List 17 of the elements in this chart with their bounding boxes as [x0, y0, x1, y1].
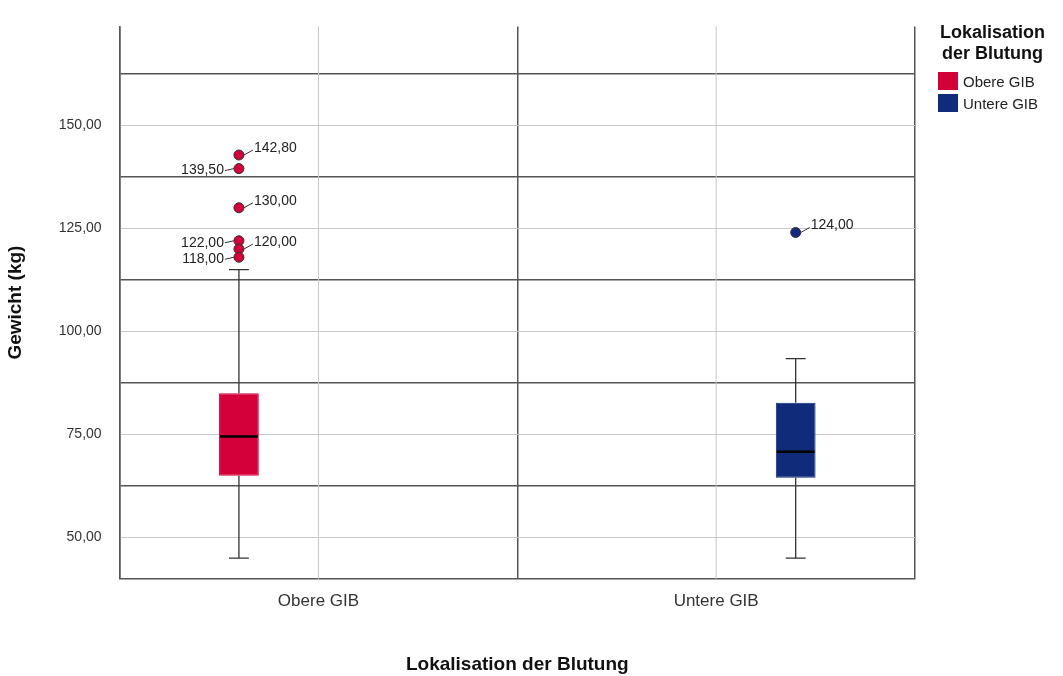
legend-label: Obere GIB [963, 72, 1035, 90]
annotation: 142,80 [253, 138, 297, 155]
annotation: 124,00 [810, 216, 854, 233]
y-tick-label: 75,00 [66, 425, 102, 442]
y-tick-label: 50,00 [66, 528, 102, 545]
legend-title: Lokalisation der Blutung [939, 22, 1046, 64]
annotation: 118,00 [182, 250, 225, 267]
annotation: 122,00 [181, 233, 225, 250]
annotation: 120,00 [253, 232, 297, 249]
annotation: 139,50 [181, 161, 225, 178]
y-axis-title: Gewicht (kg) [3, 245, 25, 360]
y-tick-label: 125,00 [58, 219, 102, 236]
legend-label: Untere GIB [963, 94, 1039, 112]
x-axis-title: Lokalisation der Blutung [405, 652, 629, 674]
annotation: 130,00 [253, 191, 297, 208]
y-tick-label: 100,00 [58, 322, 102, 339]
y-tick-label: 150,00 [58, 116, 102, 133]
